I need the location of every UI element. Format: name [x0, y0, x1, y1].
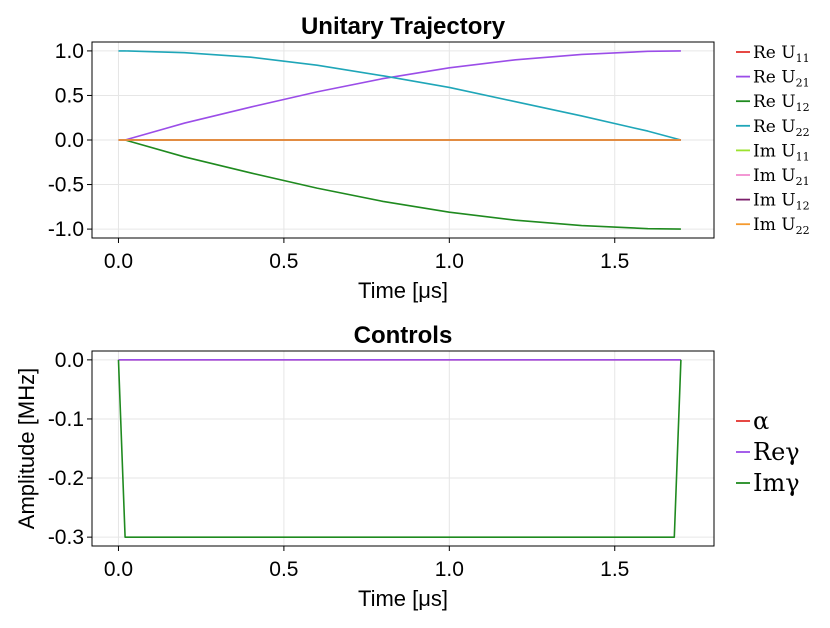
x-axis-label: Time [μs] — [358, 586, 448, 611]
legend-entry-subscript: 11 — [796, 150, 810, 163]
y-tick-label: 0.0 — [55, 129, 84, 152]
legend-entry: Re U21 — [753, 68, 810, 90]
x-tick-label: 0.5 — [269, 250, 298, 273]
legend-entry-text: Im U — [753, 141, 796, 161]
plot-frame — [91, 350, 715, 547]
legend-entry-subscript: 21 — [796, 77, 810, 90]
y-tick-label: 1.0 — [55, 40, 84, 63]
x-tick-label: 0.5 — [269, 558, 298, 581]
legend-entry-text: Re U — [753, 43, 796, 63]
y-tick-label: -1.0 — [48, 218, 84, 241]
series-line-Re-U₁₂ — [124, 139, 681, 230]
y-tick-label: -0.2 — [48, 467, 84, 490]
chart-panel-1: 0.0 0.5 1.0 1.5 0.0 -0.1 -0.2 -0.3 Controls Time … — [14, 322, 800, 611]
legend-entry-subscript: 22 — [796, 224, 810, 237]
legend-entry: Im U12 — [753, 191, 810, 213]
y-tick-label: -0.1 — [48, 408, 84, 431]
y-tick-label: -0.3 — [48, 526, 84, 549]
y-tick-label: 0.5 — [55, 84, 84, 107]
legend-entry-subscript: 22 — [796, 126, 810, 139]
legend-entry-text: Imγ — [753, 469, 800, 497]
legend-entry: Im U22 — [753, 215, 810, 237]
legend-entry-text: Reγ — [753, 438, 800, 466]
legend-entry-subscript: 11 — [796, 52, 810, 65]
legend-entry-subscript: 12 — [796, 101, 810, 114]
legend-entry-subscript: 12 — [796, 200, 810, 213]
series-line-Imγ — [117, 359, 682, 538]
series-line-Re-U₂₁ — [124, 50, 681, 141]
x-tick-label: 0.0 — [104, 250, 133, 273]
y-tick-label: 0.0 — [55, 349, 84, 372]
chart-title: Unitary Trajectory — [301, 13, 506, 40]
chart-title: Controls — [354, 322, 453, 349]
x-tick-label: 0.0 — [104, 558, 133, 581]
chart-panel-0: 0.0 0.5 1.0 1.5 1.0 0.5 0.0 -0.5 -1.0 Unitary Tra… — [48, 13, 810, 303]
legend-entry: Imγ — [753, 469, 800, 497]
legend-entry: Re U12 — [753, 92, 810, 114]
legend-entry-text: Re U — [753, 117, 796, 137]
y-tick-label: -0.5 — [48, 174, 84, 197]
legend-entry-text: α — [753, 407, 769, 435]
x-tick-label: 1.0 — [435, 558, 464, 581]
legend-entry-text: Re U — [753, 68, 796, 88]
legend-entry-text: Re U — [753, 92, 796, 112]
legend-entry: Im U21 — [753, 166, 810, 188]
legend-entry-text: Im U — [753, 166, 796, 186]
x-tick-label: 1.5 — [600, 250, 629, 273]
legend-entry: Im U11 — [753, 141, 810, 163]
legend-entry-text: Im U — [753, 191, 796, 211]
legend: α Reγ Imγ — [736, 407, 800, 497]
legend-entry: Re U22 — [753, 117, 810, 139]
x-tick-label: 1.0 — [435, 250, 464, 273]
x-tick-label: 1.5 — [600, 558, 629, 581]
legend-entry: Reγ — [753, 438, 800, 466]
legend-entry: α — [753, 407, 769, 435]
x-axis-label: Time [μs] — [358, 278, 448, 303]
series-line-Re-U₂₂ — [118, 50, 682, 141]
legend-entry-subscript: 21 — [796, 175, 810, 188]
legend-entry-text: Im U — [753, 215, 796, 235]
legend-entry: Re U11 — [753, 43, 810, 65]
y-axis-label: Amplitude [MHz] — [14, 368, 39, 529]
